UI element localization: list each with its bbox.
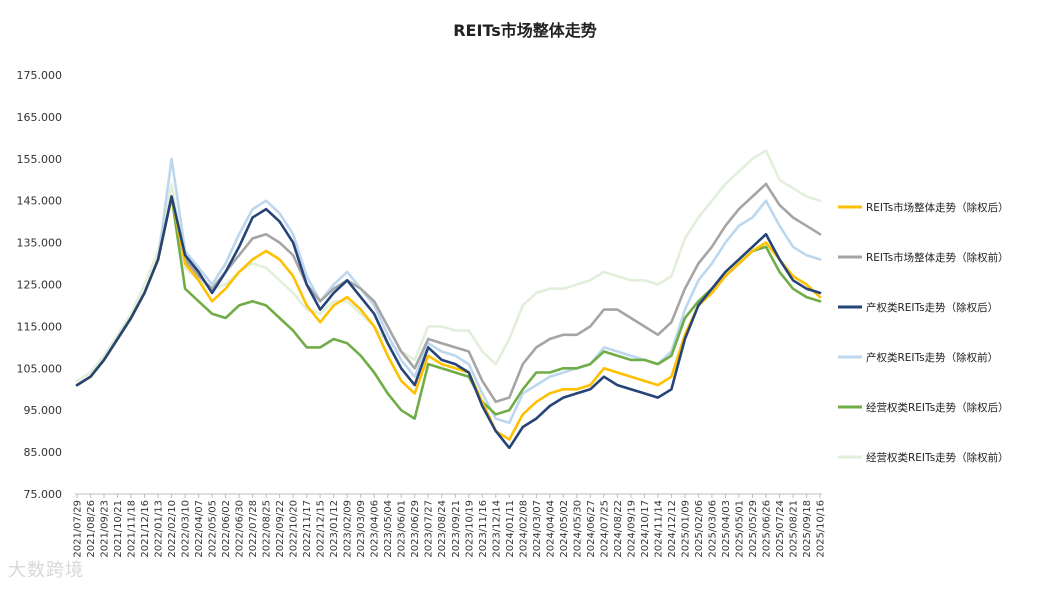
x-tick-label: 2024/04/04 — [545, 500, 556, 558]
y-tick-label: 115.000 — [17, 320, 63, 333]
y-tick-label: 75.000 — [24, 488, 63, 501]
y-tick-label: 125.000 — [17, 279, 63, 292]
y-tick-label: 145.000 — [17, 195, 63, 208]
x-tick-label: 2024/05/30 — [572, 500, 583, 558]
x-tick-label: 2022/06/02 — [221, 500, 232, 558]
series-lines — [75, 149, 822, 450]
series-line-2 — [75, 195, 822, 450]
x-tick-label: 2023/01/12 — [329, 500, 340, 558]
legend-label-0: REITs市场整体走势（除权后） — [866, 201, 1009, 214]
legend-label-1: REITs市场整体走势（除权前） — [866, 251, 1009, 264]
y-tick-label: 155.000 — [17, 153, 63, 166]
chart-title: REITs市场整体走势 — [453, 21, 597, 40]
x-tick-label: 2022/01/13 — [154, 500, 165, 558]
x-tick-label: 2023/12/14 — [491, 500, 502, 558]
x-tick-label: 2024/09/19 — [626, 500, 637, 558]
x-tick-label: 2023/06/29 — [410, 500, 421, 558]
x-tick-label: 2025/06/26 — [761, 500, 772, 558]
x-tick-label: 2025/07/24 — [775, 500, 786, 558]
x-tick-label: 2021/11/18 — [127, 500, 138, 558]
x-tick-label: 2022/02/10 — [167, 500, 178, 558]
legend-label-4: 经营权类REITs走势（除权后） — [866, 401, 1009, 414]
y-tick-label: 85.000 — [24, 446, 63, 459]
x-tick-label: 2021/09/23 — [100, 500, 111, 558]
x-tick-label: 2023/02/09 — [343, 500, 354, 558]
x-tick-label: 2023/10/19 — [464, 500, 475, 558]
legend-label-5: 经营权类REITs走势（除权前） — [866, 451, 1009, 464]
x-tick-label: 2023/06/01 — [397, 500, 408, 558]
x-tick-label: 2022/11/17 — [302, 500, 313, 558]
y-tick-label: 175.000 — [17, 69, 63, 82]
x-tick-label: 2024/12/12 — [667, 500, 678, 558]
x-tick-label: 2023/04/06 — [370, 500, 381, 558]
x-tick-label: 2025/04/03 — [721, 500, 732, 558]
x-tick-label: 2022/08/25 — [262, 500, 273, 558]
x-tick-label: 2021/07/29 — [73, 500, 84, 558]
y-tick-label: 105.000 — [17, 362, 63, 375]
x-tick-label: 2025/08/21 — [788, 500, 799, 558]
x-tick-label: 2025/05/01 — [734, 500, 745, 558]
x-tick-label: 2025/01/09 — [680, 500, 691, 558]
x-tick-label: 2022/06/30 — [235, 500, 246, 558]
series-line-0 — [75, 195, 822, 441]
x-tick-label: 2025/05/29 — [748, 500, 759, 558]
x-tick-label: 2025/09/18 — [802, 500, 813, 558]
x-tick-label: 2024/02/08 — [518, 500, 529, 558]
x-tick-label: 2022/07/28 — [248, 500, 259, 558]
x-tick-label: 2025/10/16 — [816, 500, 827, 558]
x-tick-label: 2022/05/05 — [208, 500, 219, 558]
x-tick-label: 2023/05/04 — [383, 500, 394, 558]
y-tick-label: 165.000 — [17, 111, 63, 124]
legend-label-2: 产权类REITs走势（除权后） — [866, 301, 998, 314]
x-tick-label: 2024/03/07 — [532, 500, 543, 558]
x-tick-label: 2025/02/06 — [694, 500, 705, 558]
x-tick-label: 2024/06/27 — [586, 500, 597, 558]
x-tick-label: 2025/03/06 — [707, 500, 718, 558]
x-tick-label: 2022/09/22 — [275, 500, 286, 558]
x-tick-label: 2023/03/09 — [356, 500, 367, 558]
series-line-1 — [75, 182, 822, 404]
x-axis: 2021/07/29 2021/08/26 2021/09/23 2021/10/21… — [73, 493, 827, 558]
x-tick-label: 2023/07/27 — [424, 500, 435, 558]
x-tick-label: 2024/07/25 — [599, 500, 610, 558]
x-tick-label: 2022/03/10 — [181, 500, 192, 558]
y-axis: 75.000 85.000 95.000 105.000 115.000 125.000 1… — [17, 69, 63, 501]
x-tick-label: 2023/11/16 — [478, 500, 489, 558]
x-tick-label: 2024/08/22 — [613, 500, 624, 558]
x-tick-label: 2021/08/26 — [86, 500, 97, 558]
x-tick-label: 2023/09/21 — [451, 500, 462, 558]
x-tick-label: 2021/12/16 — [140, 500, 151, 558]
x-tick-label: 2022/10/20 — [289, 500, 300, 558]
legend: REITs市场整体走势（除权后） REITs市场整体走势（除权前） 产权类REITs… — [838, 201, 1009, 464]
y-tick-label: 135.000 — [17, 237, 63, 250]
x-tick-label: 2024/01/11 — [505, 500, 516, 558]
series-line-3 — [75, 157, 822, 425]
x-tick-label: 2022/12/15 — [316, 500, 327, 558]
x-tick-label: 2022/04/07 — [194, 500, 205, 558]
x-tick-label: 2024/05/02 — [559, 500, 570, 558]
x-tick-label: 2024/10/17 — [640, 500, 651, 558]
x-tick-label: 2021/10/21 — [113, 500, 124, 558]
watermark-logo: 大数跨境 — [8, 560, 84, 581]
x-tick-label: 2024/11/14 — [653, 500, 664, 558]
series-line-4 — [75, 195, 822, 420]
x-tick-label: 2023/08/24 — [437, 500, 448, 558]
y-tick-label: 95.000 — [24, 404, 63, 417]
legend-label-3: 产权类REITs走势（除权前） — [866, 351, 998, 364]
